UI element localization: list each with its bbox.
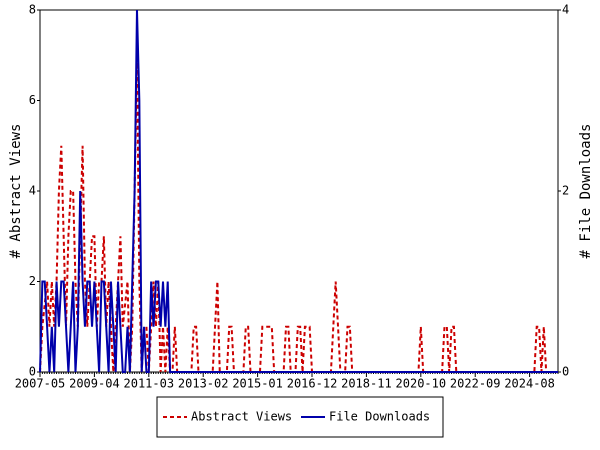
x-tick-label: 2018-11 <box>341 377 392 391</box>
y-axis-title: # Abstract Views <box>8 124 24 259</box>
series-line <box>39 9 558 373</box>
x-tick-label: 2022-09 <box>450 377 501 391</box>
x-tick-label: 2020-10 <box>396 377 447 391</box>
y-tick-label: 8 <box>29 3 36 17</box>
y-tick-label: 0 <box>29 365 36 379</box>
y2-tick-label: 0 <box>562 365 569 379</box>
x-tick-label: 2009-04 <box>69 377 120 391</box>
x-tick-label: 2013-02 <box>178 377 229 391</box>
y2-axis-title: # File Downloads <box>578 124 594 259</box>
y-tick-label: 6 <box>29 93 36 107</box>
y2-tick-label: 2 <box>562 184 569 198</box>
series-line <box>39 55 558 373</box>
y2-tick-label: 4 <box>562 3 569 17</box>
x-tick-label: 2007-05 <box>15 377 66 391</box>
x-tick-label: 2011-03 <box>124 377 175 391</box>
y-tick-label: 4 <box>29 184 36 198</box>
legend-label: File Downloads <box>329 410 430 424</box>
y-tick-label: 2 <box>29 274 36 288</box>
legend-box <box>156 396 444 438</box>
x-tick-label: 2015-01 <box>232 377 283 391</box>
x-tick-label: 2016-12 <box>287 377 338 391</box>
x-tick-label: 2024-08 <box>504 377 555 391</box>
legend-label: Abstract Views <box>191 410 292 424</box>
